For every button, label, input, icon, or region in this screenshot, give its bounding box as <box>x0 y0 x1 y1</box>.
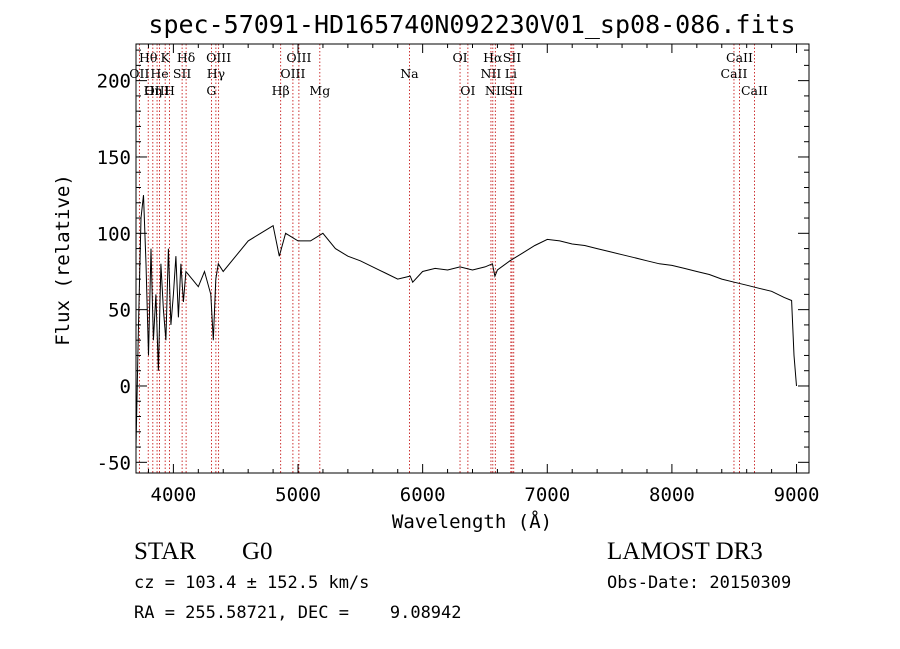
spectral-line-label: SII <box>173 66 192 81</box>
x-tick-label: 7000 <box>524 484 570 506</box>
spectral-line-label: CaII <box>741 83 768 98</box>
spectral-line-label: K <box>160 50 170 65</box>
y-tick-label: -50 <box>97 452 131 474</box>
x-axis-ticks: 4000 5000 6000 7000 8000 9000 <box>147 44 820 506</box>
chart-title: spec-57091-HD165740N092230V01_sp08-086.f… <box>148 10 795 39</box>
y-axis-label: Flux (relative) <box>52 174 74 346</box>
spectral-line-label: Hγ <box>207 66 225 81</box>
object-class: STAR <box>134 538 196 565</box>
spectral-line-markers <box>138 44 755 473</box>
spectral-line-label: Hθ <box>139 50 157 65</box>
spectral-line-label: NII <box>481 66 502 81</box>
x-tick-label: 8000 <box>649 484 695 506</box>
spectral-line-label: G <box>206 83 216 98</box>
x-axis-label: Wavelength (Å) <box>392 510 552 533</box>
plot-frame <box>135 43 810 474</box>
spectral-line-label: OIII <box>145 83 170 98</box>
spectral-line-label: CaII <box>721 66 748 81</box>
ra-dec-coordinates: RA = 255.58721, DEC = 9.08942 <box>134 603 462 623</box>
y-tick-label: 50 <box>108 300 131 322</box>
spectral-line-label: OII <box>129 66 149 81</box>
y-tick-label: 150 <box>97 147 131 169</box>
spectral-line-label: Hη <box>144 83 162 98</box>
x-tick-label: 6000 <box>400 484 446 506</box>
spectral-line-label: NII <box>485 83 506 98</box>
spectral-line-label: OI <box>452 50 467 65</box>
y-tick-label: 0 <box>120 376 131 398</box>
spectrum-line <box>135 195 797 448</box>
spectral-line-label: Hβ <box>272 83 290 98</box>
y-tick-label: 200 <box>97 71 131 93</box>
observation-date: Obs-Date: 20150309 <box>607 573 792 593</box>
redshift-velocity: cz = 103.4 ± 152.5 km/s <box>134 573 370 593</box>
survey-name: LAMOST DR3 <box>607 538 763 565</box>
spectral-line-label: Hδ <box>177 50 195 65</box>
y-tick-label: 100 <box>97 223 131 245</box>
spectral-line-label: OI <box>460 83 475 98</box>
x-tick-label: 9000 <box>774 484 820 506</box>
spectral-line-label: OIII <box>206 50 231 65</box>
x-tick-label: 4000 <box>151 484 197 506</box>
spectral-line-label: SII <box>505 83 524 98</box>
spectral-line-label: Li <box>505 66 517 81</box>
x-tick-label: 5000 <box>275 484 321 506</box>
spectral-line-label: Na <box>400 66 419 81</box>
spectral-line-label: OIII <box>286 50 311 65</box>
spectral-line-label: Mg <box>309 83 330 98</box>
spectral-line-label: Hα <box>483 50 503 65</box>
spectral-line-label: CaII <box>726 50 753 65</box>
spectral-line-label: He <box>150 66 168 81</box>
y-axis-ticks: -50 0 50 100 150 200 <box>97 49 809 474</box>
spectral-line-label: SII <box>503 50 522 65</box>
spectral-line-label: OIII <box>280 66 305 81</box>
spectral-line-label: H <box>164 83 175 98</box>
object-subclass: G0 <box>242 538 273 565</box>
